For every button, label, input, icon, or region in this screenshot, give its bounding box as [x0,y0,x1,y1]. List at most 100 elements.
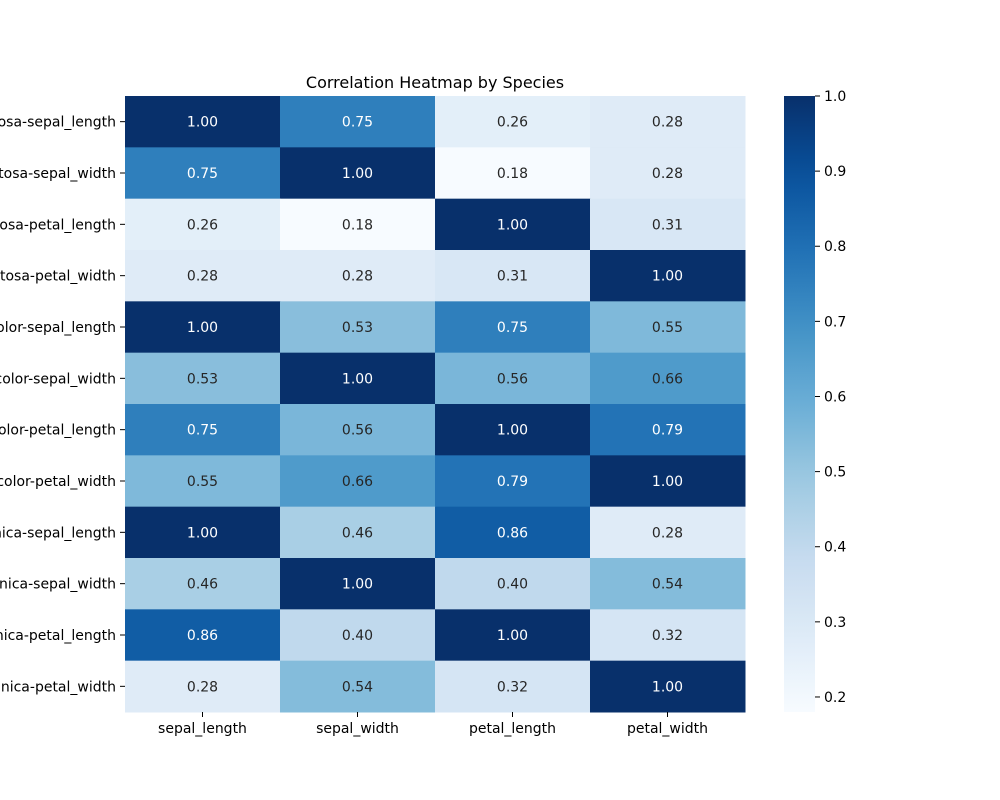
heatmap-cell [590,609,746,662]
heatmap-cell [435,147,591,200]
cell-value-label: 0.53 [187,371,218,387]
heatmap-cell [280,147,436,200]
col-label: sepal_length [158,721,247,737]
cell-value-label: 0.55 [652,320,683,336]
cell-value-label: 1.00 [187,320,218,336]
cell-value-label: 0.28 [652,166,683,182]
heatmap-cell [125,455,281,508]
heatmap-cell [125,96,281,148]
cell-value-label: 0.28 [652,115,683,131]
heatmap-cell [435,455,591,508]
heatmap-cell [590,250,746,302]
heatmap-cell [280,352,436,405]
heatmap-cell [125,301,281,354]
heatmap-cell [280,506,436,559]
heatmap-cell [435,352,591,405]
cell-value-label: 0.32 [652,628,683,644]
cell-value-label: 0.18 [342,217,373,233]
cell-value-label: 1.00 [652,269,683,285]
cell-value-label: 1.00 [342,166,373,182]
colorbar-gradient [784,96,815,712]
cell-value-label: 0.54 [342,679,373,695]
cell-value-label: 1.00 [652,474,683,490]
col-label: sepal_width [316,721,399,737]
heatmap-cell [280,660,436,713]
row-label: setosa-petal_width [0,269,116,285]
heatmap-cell [125,352,281,405]
heatmap-cell [125,609,281,662]
heatmap-cell [590,404,746,456]
cell-value-label: 0.31 [497,269,528,285]
cell-value-label: 1.00 [497,423,528,439]
cell-value-label: 0.28 [342,269,373,285]
heatmap-cell [280,558,436,610]
cell-value-label: 0.40 [342,628,373,644]
cell-value-label: 0.86 [187,628,218,644]
heatmap-cell [435,96,591,148]
cell-value-label: 0.75 [187,423,218,439]
colorbar: 0.2 0.3 0.4 0.5 0.6 0.7 0.8 0.9 1.0 [784,89,846,712]
row-label: virginica-petal_width [0,679,116,695]
cell-value-label: 1.00 [187,115,218,131]
heatmap-cell [435,404,591,456]
cell-value-label: 0.18 [497,166,528,182]
cell-value-label: 0.40 [497,577,528,593]
heatmap-cell [590,96,746,148]
cell-value-label: 0.75 [497,320,528,336]
heatmap-cell [435,250,591,302]
heatmap-cell [435,506,591,559]
heatmap-cell [125,147,281,200]
cell-value-label: 0.28 [652,525,683,541]
colorbar-tick-label: 1.0 [824,89,846,105]
cell-value-label: 0.28 [187,679,218,695]
heatmap-cell [590,147,746,200]
cell-value-label: 0.66 [652,371,683,387]
colorbar-tick-label: 0.6 [824,389,846,405]
cell-value-label: 0.79 [497,474,528,490]
cell-value-label: 0.26 [497,115,528,131]
cell-value-label: 0.53 [342,320,373,336]
row-label: setosa-petal_length [0,217,116,233]
cell-value-label: 0.31 [652,217,683,233]
colorbar-tick-label: 0.2 [824,690,846,706]
row-label: virginica-sepal_length [0,525,116,541]
cell-value-label: 0.75 [187,166,218,182]
cell-value-label: 0.56 [342,423,373,439]
heatmap-cell [435,301,591,354]
cell-value-label: 0.86 [497,525,528,541]
cell-value-label: 1.00 [652,679,683,695]
heatmap-cell [590,198,746,251]
heatmap-cell [280,455,436,508]
heatmap-cell [435,609,591,662]
row-label: setosa-sepal_width [0,166,116,182]
cell-value-label: 0.46 [342,525,373,541]
col-labels: sepal_length sepal_width petal_length petal… [158,712,708,737]
cell-value-label: 0.26 [187,217,218,233]
heatmap-cell [125,506,281,559]
cell-value-label: 0.46 [187,577,218,593]
cell-value-label: 0.79 [652,423,683,439]
row-label: virginica-petal_length [0,628,116,644]
cell-value-label: 0.56 [497,371,528,387]
heatmap-cell [590,455,746,508]
cell-value-label: 0.66 [342,474,373,490]
heatmap-cell [125,558,281,610]
cell-value-label: 1.00 [187,525,218,541]
row-labels: setosa-sepal_length setosa-sepal_widthset… [0,115,125,695]
heatmap-cell [125,250,281,302]
heatmap-cell [280,609,436,662]
cell-value-label: 0.28 [187,269,218,285]
col-label: petal_length [469,721,556,737]
cell-value-label: 1.00 [342,577,373,593]
colorbar-tick-label: 0.9 [824,164,846,180]
heatmap-cell [280,301,436,354]
heatmap-cell [590,352,746,405]
row-label: virginica-sepal_width [0,577,116,593]
heatmap-cell [435,558,591,610]
cell-value-label: 1.00 [342,371,373,387]
heatmap-cell [435,198,591,251]
heatmap-cell [590,301,746,354]
cell-value-label: 0.54 [652,577,683,593]
cell-value-label: 0.75 [342,115,373,131]
